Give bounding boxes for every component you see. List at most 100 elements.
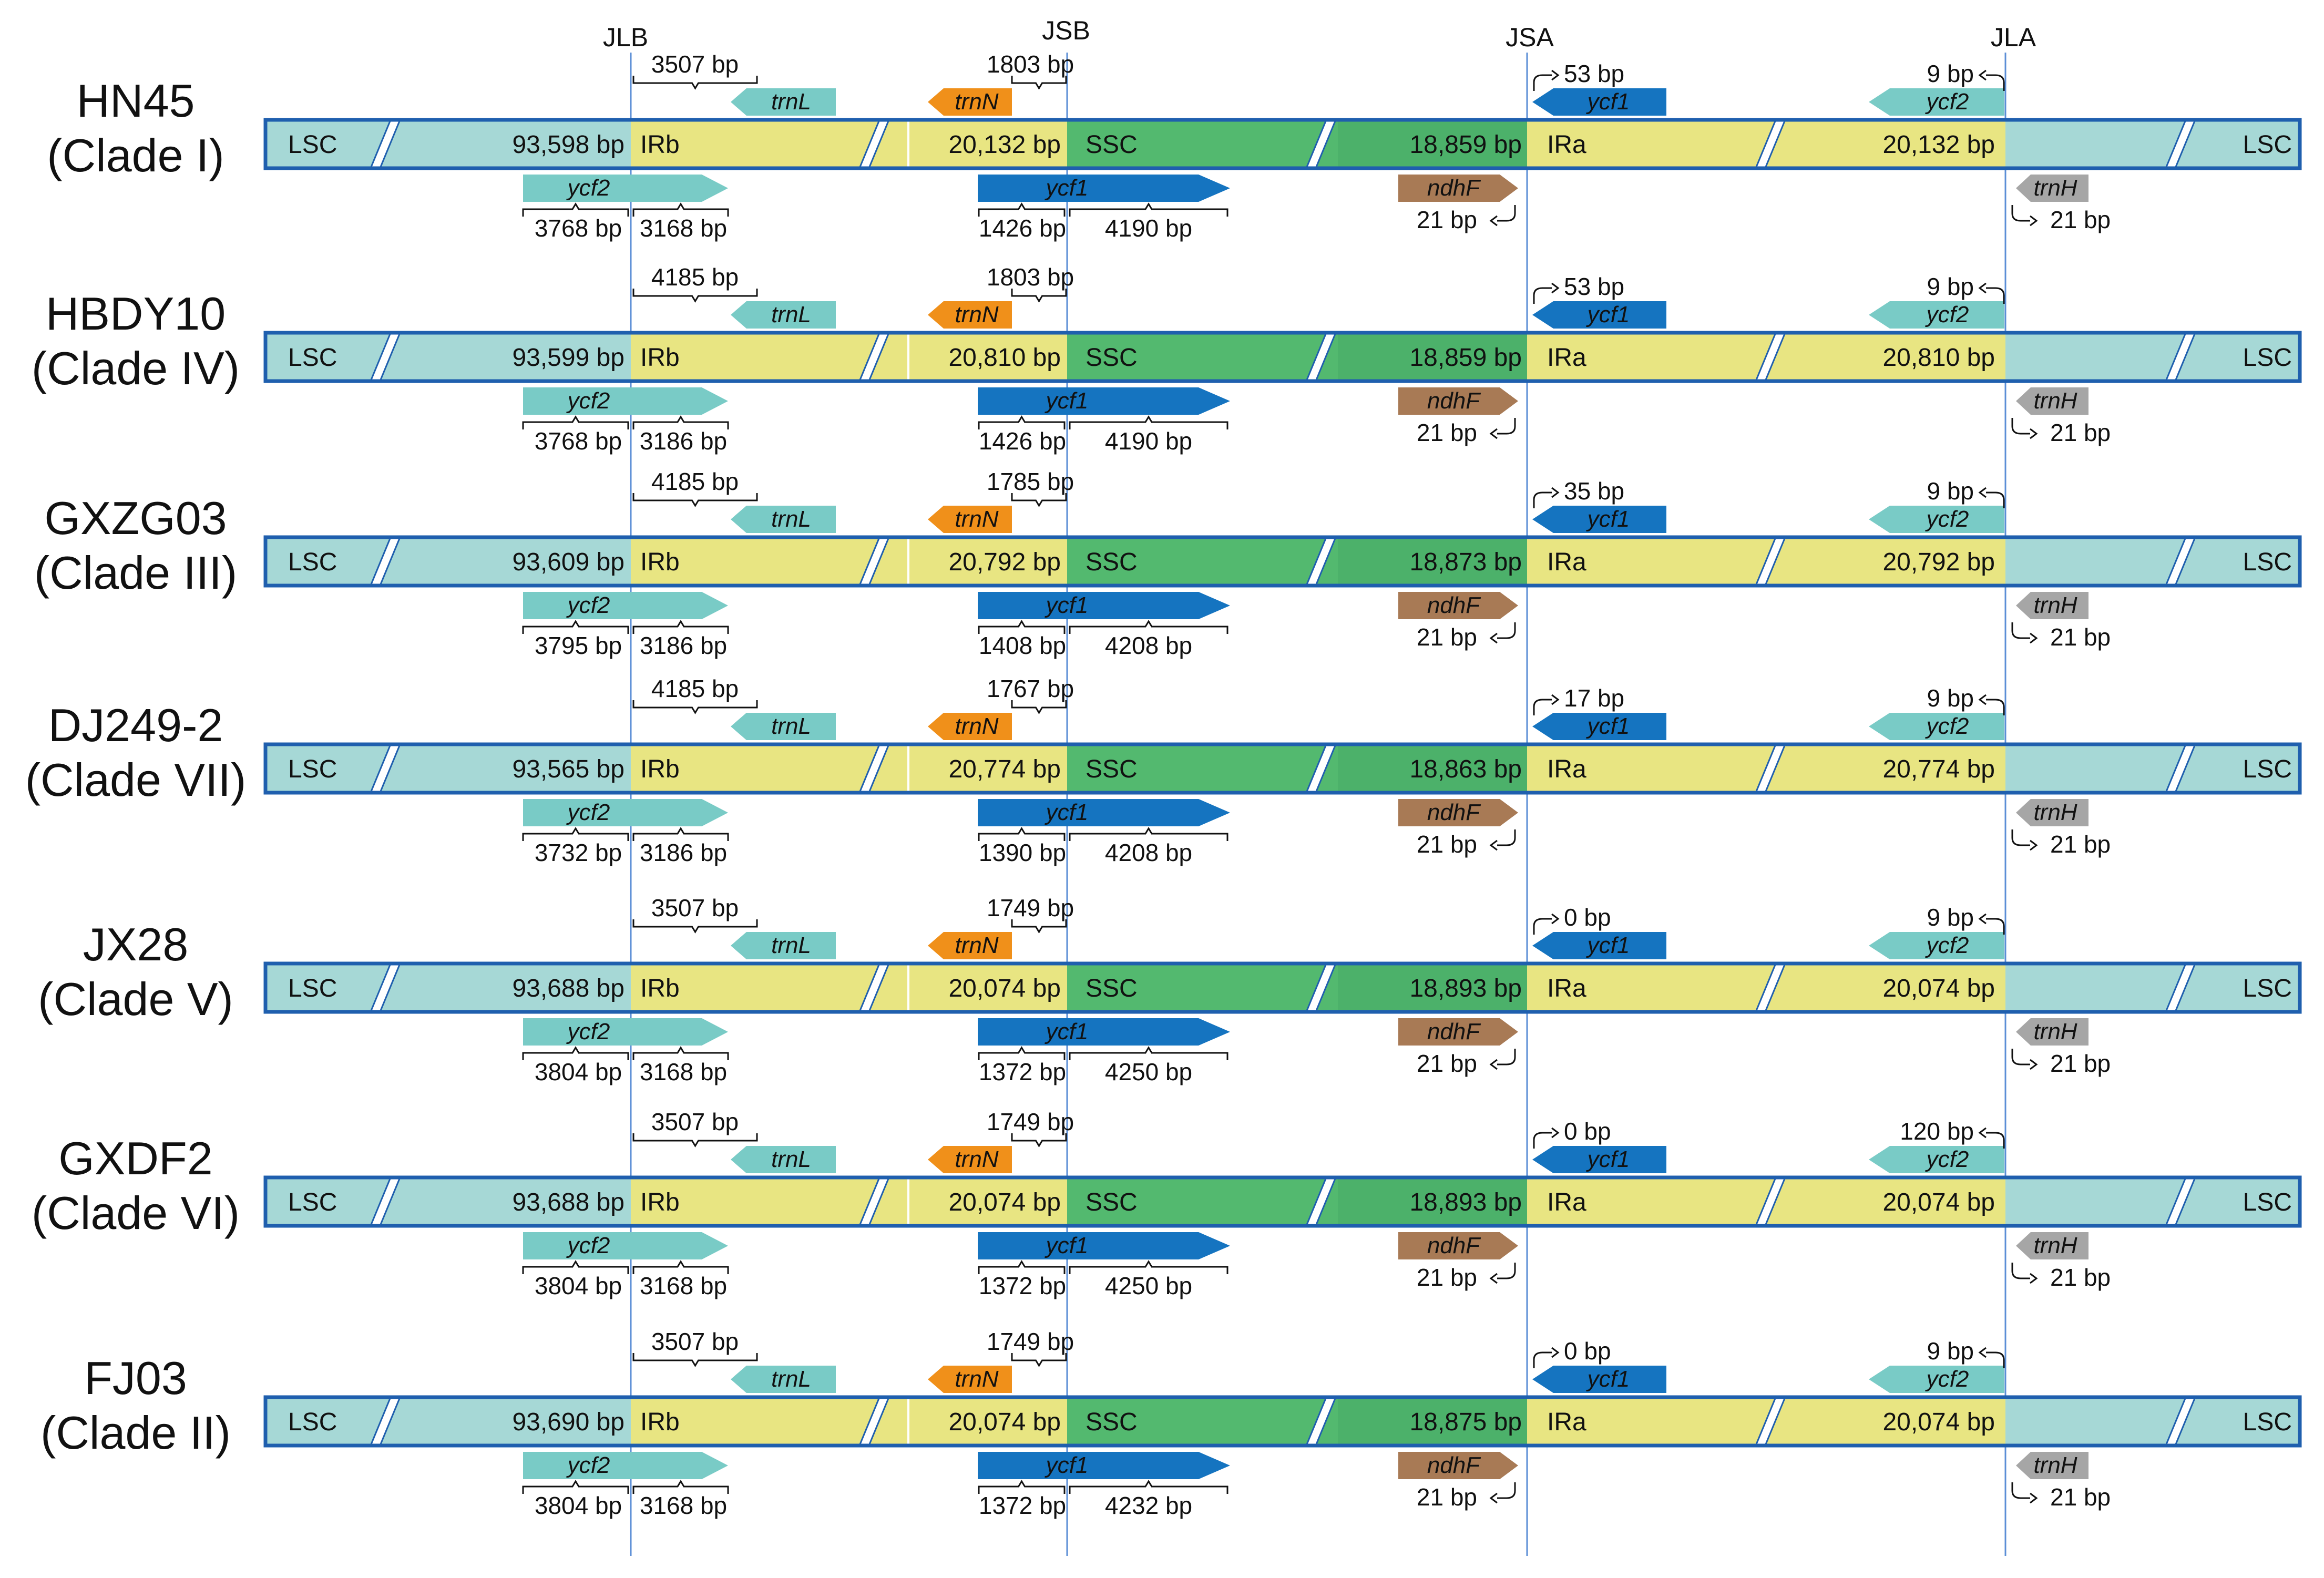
lsc-left-segment: [265, 537, 631, 586]
ycf2-top-gene: [1869, 506, 2004, 533]
ycf1-left-bracket: [978, 202, 1066, 217]
lsc-length: 93,690 bp: [512, 1408, 624, 1436]
ycf2-top-distance: 120 bp: [1900, 1118, 1974, 1145]
trnn-distance-bracket: [1011, 1353, 1067, 1367]
trnl-distance-bracket: [632, 76, 758, 90]
trnh-distance: 21 bp: [2050, 831, 2111, 858]
ndhf-label: ndhF: [1427, 175, 1481, 201]
trnh-hook-head: [2030, 632, 2038, 644]
lsc-left-label: LSC: [288, 1408, 337, 1436]
trnl-gene: [731, 1146, 836, 1173]
ssc-shade: [1338, 120, 1527, 168]
ycf1-left-length: 1390 bp: [979, 839, 1066, 866]
ycf1-bottom-gene: [978, 592, 1230, 619]
ycf2-top-hook-curve: [1986, 287, 2005, 304]
ycf2-top-distance: 9 bp: [1927, 1337, 1974, 1365]
trnh-gene: [2016, 592, 2088, 619]
trnl-label: trnL: [771, 89, 811, 115]
trnh-distance: 21 bp: [2050, 1050, 2111, 1077]
trnl-gene: [731, 1366, 836, 1393]
ycf1-top-hook-curve: [1533, 491, 1552, 508]
genome-row: HN45(Clade I) LSC 93,598 bp IRb 20,132 bp SSC…: [47, 50, 2302, 242]
ycf2-bottom-label: ycf2: [566, 1452, 610, 1478]
lsc-right-label: LSC: [2243, 131, 2292, 159]
ycf1-left-bracket: [978, 415, 1066, 429]
genome-row: DJ249-2(Clade VII) LSC 93,565 bp IRb 20,774 …: [25, 675, 2302, 866]
ssc-shade: [1338, 964, 1527, 1012]
ssc-shade: [1338, 1177, 1527, 1226]
ycf1-top-hook-curve: [1533, 1351, 1552, 1368]
trnl-distance-bracket: [632, 700, 758, 714]
ycf1-top-distance: 17 bp: [1564, 684, 1624, 712]
ycf2-right-length: 3186 bp: [640, 427, 727, 455]
irb-length: 20,074 bp: [948, 1408, 1061, 1436]
irb-label: IRb: [640, 975, 680, 1002]
ycf2-bottom-gene: [523, 387, 728, 415]
trnn-gene: [928, 1146, 1012, 1173]
species-name: FJ03: [84, 1352, 187, 1404]
genome-bar: [263, 742, 2302, 795]
lsc-right-label: LSC: [2243, 1188, 2292, 1216]
ycf2-top-hook-curve: [1986, 1132, 2005, 1149]
ycf1-right-length: 4208 bp: [1105, 632, 1192, 659]
ycf1-top-gene: [1532, 1146, 1666, 1173]
irb-segment: [631, 1177, 1067, 1226]
trnn-gene: [928, 932, 1012, 959]
ssc-length: 18,893 bp: [1409, 1188, 1522, 1216]
trnh-hook-curve: [2011, 1482, 2030, 1499]
trnh-hook-head: [2030, 1059, 2038, 1070]
ira-length: 20,792 bp: [1882, 548, 1995, 576]
ycf2-left-bracket: [522, 202, 629, 217]
clade-label: (Clade III): [34, 547, 237, 599]
junction-label-jlb: JLB: [603, 23, 648, 52]
trnl-distance: 4185 bp: [651, 263, 739, 291]
genome-bar-border: [263, 331, 2302, 383]
lsc-right-segment: [2005, 964, 2300, 1012]
ssc-length: 18,859 bp: [1409, 344, 1522, 372]
trnh-label: trnH: [2033, 1019, 2077, 1044]
ycf1-right-bracket: [1069, 202, 1228, 217]
trnl-gene: [731, 713, 836, 740]
ycf1-bottom-label: ycf1: [1045, 1019, 1089, 1044]
species-name: GXZG03: [44, 492, 227, 544]
trnh-gene: [2016, 387, 2088, 415]
trnl-label: trnL: [771, 302, 811, 327]
junction-label-jsa: JSA: [1506, 23, 1554, 52]
ycf2-top-hook-head: [1978, 913, 1987, 925]
ssc-label: SSC: [1086, 548, 1138, 576]
ycf1-bottom-gene: [978, 1018, 1230, 1046]
lsc-length: 93,565 bp: [512, 755, 624, 783]
ycf1-bottom-label: ycf1: [1045, 800, 1089, 825]
ycf1-left-bracket: [978, 620, 1066, 634]
lsc-right-label: LSC: [2243, 755, 2292, 783]
ycf2-right-length: 3186 bp: [640, 839, 727, 866]
ndhf-hook-head: [1489, 632, 1498, 644]
species-name: HBDY10: [46, 288, 226, 340]
ira-length: 20,074 bp: [1882, 975, 1995, 1002]
trnl-distance-bracket: [632, 493, 758, 507]
trnn-label: trnN: [955, 506, 998, 532]
ycf2-bottom-label: ycf2: [566, 592, 610, 618]
ira-label: IRa: [1547, 755, 1586, 783]
ycf2-left-length: 3768 bp: [535, 214, 622, 242]
ycf2-top-label: ycf2: [1925, 933, 1969, 958]
irb-label: IRb: [640, 548, 680, 576]
ycf1-left-length: 1408 bp: [979, 632, 1066, 659]
ndhf-gene: [1398, 175, 1518, 202]
trnh-distance: 21 bp: [2050, 623, 2111, 651]
trnn-label: trnN: [955, 1146, 998, 1172]
trnn-distance: 1803 bp: [987, 50, 1074, 78]
ndhf-hook-curve: [1497, 829, 1516, 846]
irb-length: 20,810 bp: [948, 344, 1061, 372]
ira-label: IRa: [1547, 131, 1586, 159]
ycf1-top-label: ycf1: [1586, 89, 1630, 115]
ycf2-top-gene: [1869, 1146, 2004, 1173]
irb-segment: [631, 120, 1067, 168]
ndhf-label: ndhF: [1427, 592, 1481, 618]
ycf1-top-gene: [1532, 932, 1666, 959]
lsc-left-label: LSC: [288, 1188, 337, 1216]
trnh-distance: 21 bp: [2050, 419, 2111, 446]
ndhf-hook-curve: [1497, 418, 1516, 435]
lsc-left-segment: [265, 744, 631, 793]
irb-label: IRb: [640, 131, 680, 159]
